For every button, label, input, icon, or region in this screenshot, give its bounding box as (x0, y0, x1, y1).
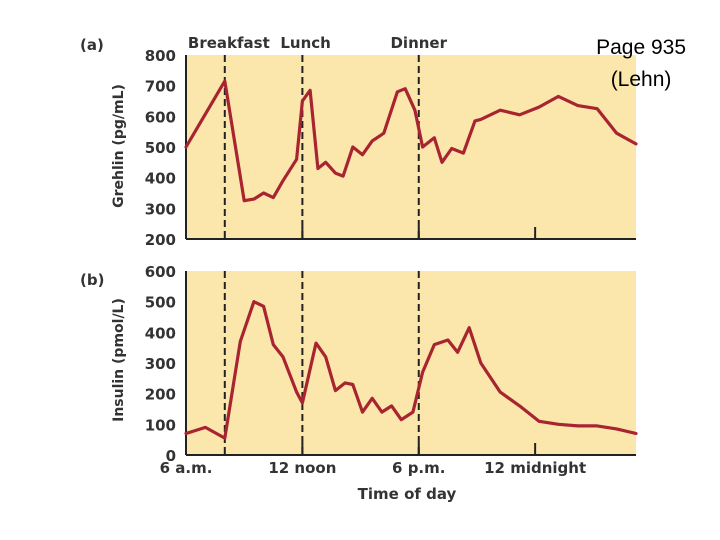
panel-a: (a) Grehlin (pg/mL) 200 300 400 500 600 700 80… (80, 34, 638, 249)
panel-label: (b) (80, 271, 104, 289)
x-tick-label: 6 a.m. (160, 459, 213, 477)
panel-label: (a) (80, 36, 104, 54)
x-axis-label: Time of day (358, 485, 457, 503)
y-tick-labels: 0 100 200 300 400 500 600 (145, 263, 176, 465)
y-tick-label: 300 (145, 355, 176, 373)
y-tick-label: 600 (145, 108, 176, 126)
series-line-insulin (184, 300, 638, 440)
y-tick-label: 600 (145, 263, 176, 281)
x-tick-label: 12 noon (268, 459, 336, 477)
y-tick-label: 200 (145, 231, 176, 249)
series-line-grehlin (184, 79, 638, 203)
x-tick-label: 6 p.m. (392, 459, 445, 477)
x-tick-labels: 6 a.m. 12 noon 6 p.m. 12 midnight (160, 459, 587, 477)
meal-lines: Breakfast Lunch Dinner (188, 34, 448, 239)
x-tick-label: 12 midnight (484, 459, 586, 477)
page-number-text: Page 935 (596, 36, 686, 59)
y-tick-label: 0 (166, 447, 176, 465)
meal-label: Lunch (280, 34, 331, 52)
y-tick-label: 500 (145, 294, 176, 312)
y-tick-label: 700 (145, 78, 176, 96)
y-tick-label: 400 (145, 170, 176, 188)
page-reference-note: Page 935 (Lehn) (596, 32, 686, 96)
y-axis-label: Grehlin (pg/mL) (111, 84, 127, 208)
plot-background (186, 55, 636, 239)
y-tick-label: 200 (145, 386, 176, 404)
y-tick-label: 300 (145, 200, 176, 218)
y-tick-label: 500 (145, 139, 176, 157)
y-tick-label: 800 (145, 47, 176, 65)
y-tick-label: 400 (145, 324, 176, 342)
y-tick-labels: 200 300 400 500 600 700 800 (145, 47, 176, 249)
meal-label: Dinner (390, 34, 447, 52)
panel-b: (b) Insulin (pmol/L) 0 100 200 300 400 500 600… (80, 263, 638, 503)
y-axis-label: Insulin (pmol/L) (111, 298, 127, 422)
y-tick-label: 100 (145, 416, 176, 434)
author-text: (Lehn) (610, 68, 672, 91)
plot-background (186, 271, 636, 455)
meal-lines (223, 271, 420, 455)
meal-label: Breakfast (188, 34, 270, 52)
axes (185, 271, 636, 456)
